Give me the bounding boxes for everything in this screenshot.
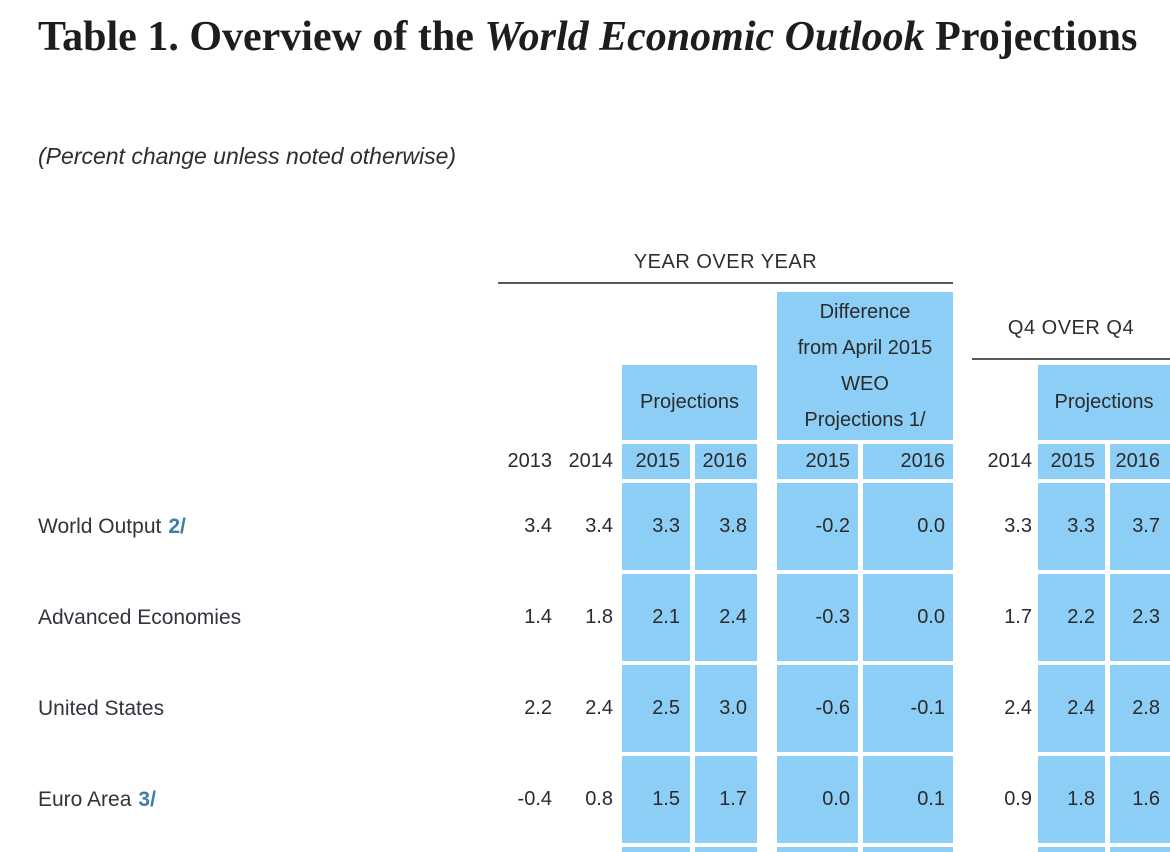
table-cell: -0.3 [777, 574, 858, 661]
year-column-header: 2013 [507, 450, 553, 472]
year-column-header: 2015 [1038, 444, 1105, 479]
table-subtitle: (Percent change unless noted otherwise) [38, 143, 457, 169]
table-cell: 3.3 [622, 483, 690, 570]
row-label: World Output 2/ [38, 483, 186, 570]
title-suffix: Projections [924, 14, 1138, 60]
row-label: Euro Area 3/ [38, 756, 156, 843]
table-cell: 2.3 [1110, 574, 1170, 661]
year-column-header: 2014 [568, 450, 614, 472]
table-cell-partial [695, 847, 757, 852]
table-cell: 1.8 [585, 606, 613, 628]
table-cell: 2.4 [1004, 697, 1032, 719]
year-column-header: 2015 [777, 444, 858, 479]
footnote-link[interactable]: 2/ [168, 514, 186, 538]
table-cell: -0.4 [517, 788, 552, 810]
table-cell-partial [777, 847, 858, 852]
table-cell: 2.4 [1038, 665, 1105, 752]
table-cell: 3.4 [524, 515, 552, 537]
table-cell: 3.0 [695, 665, 757, 752]
table-cell: 2.4 [695, 574, 757, 661]
table-cell: 1.8 [1038, 756, 1105, 843]
projections-header-q4: Projections [1038, 365, 1170, 440]
table-cell: 1.4 [524, 606, 552, 628]
row-label-text: Euro Area [38, 787, 132, 811]
table-cell-partial [1038, 847, 1105, 852]
table-cell: 1.7 [695, 756, 757, 843]
title-emphasis: World Economic Outlook [484, 14, 925, 60]
page-title: Table 1. Overview of the World Economic … [38, 8, 1158, 66]
table-cell: -0.1 [863, 665, 953, 752]
difference-header-line: from April 2015 [797, 337, 933, 359]
year-column-header: 2016 [863, 444, 953, 479]
difference-header-box: Difference from April 2015 WEO Projectio… [777, 292, 953, 440]
table-cell: 1.5 [622, 756, 690, 843]
table-cell: -0.6 [777, 665, 858, 752]
table-cell: 0.8 [585, 788, 613, 810]
table-cell: 2.2 [1038, 574, 1105, 661]
table-cell-partial [1110, 847, 1170, 852]
difference-header-line: WEO [841, 373, 889, 395]
footnote-link[interactable]: 3/ [138, 787, 156, 811]
table-cell-partial [863, 847, 953, 852]
year-column-header: 2015 [622, 444, 690, 479]
table-cell: 3.3 [1038, 483, 1105, 570]
table-cell: 2.5 [622, 665, 690, 752]
row-label-text: World Output [38, 514, 162, 538]
difference-header-line: Projections 1/ [804, 409, 926, 431]
table-cell-partial [622, 847, 690, 852]
table-cell: 3.8 [695, 483, 757, 570]
table-cell: 2.4 [585, 697, 613, 719]
group-header-q4-over-q4: Q4 OVER Q4 [1007, 317, 1135, 339]
row-label-text: United States [38, 696, 165, 720]
table-cell: 0.0 [777, 756, 858, 843]
table-cell: 2.1 [622, 574, 690, 661]
projections-label: Projections [640, 391, 739, 413]
group-header-year-over-year: YEAR OVER YEAR [633, 251, 818, 273]
projections-header-yoy: Projections [622, 365, 757, 440]
row-label: Advanced Economies [38, 574, 248, 661]
table-cell: 0.0 [863, 574, 953, 661]
year-column-header: 2016 [695, 444, 757, 479]
title-prefix: Table 1. Overview of the [38, 14, 485, 60]
row-label: United States [38, 665, 171, 752]
table-cell: 2.8 [1110, 665, 1170, 752]
rule-q4-over-q4 [972, 358, 1170, 360]
table-cell: 0.0 [863, 483, 953, 570]
difference-header-line: Difference [819, 301, 911, 323]
row-label-text: Advanced Economies [38, 605, 242, 629]
table-cell: 0.9 [1004, 788, 1032, 810]
table-cell: -0.2 [777, 483, 858, 570]
table-cell: 2.2 [524, 697, 552, 719]
table-cell: 1.6 [1110, 756, 1170, 843]
table-cell: 3.7 [1110, 483, 1170, 570]
table-cell: 3.3 [1004, 515, 1032, 537]
rule-year-over-year [498, 282, 953, 284]
year-column-header: 2016 [1110, 444, 1170, 479]
table-cell: 0.1 [863, 756, 953, 843]
projections-label: Projections [1054, 391, 1154, 413]
table-cell: 3.4 [585, 515, 613, 537]
year-column-header: 2014 [987, 450, 1033, 472]
table-cell: 1.7 [1004, 606, 1032, 628]
